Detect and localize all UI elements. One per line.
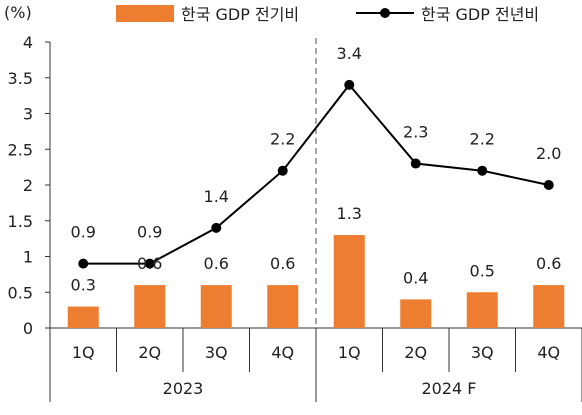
line-value-label: 3.4	[337, 44, 362, 63]
line-point	[277, 165, 288, 176]
y-tick-label: 1	[23, 248, 33, 267]
x-tick-label: 2Q	[138, 343, 161, 362]
y-tick-label: 4	[23, 33, 33, 52]
y-tick-label: 3.5	[8, 69, 33, 88]
y-unit-label: (%)	[4, 3, 32, 22]
bar	[466, 292, 498, 328]
axes: 0 0.5 1 1.5 2 2.5 3 3.5 4 1Q 2Q 3Q 4Q 1Q 2Q 3Q 4Q 2023 202…	[8, 33, 582, 402]
legend: 한국 GDP 전기비 한국 GDP 전년비	[116, 5, 539, 24]
x-group-label: 2023	[163, 379, 204, 398]
bar	[134, 285, 166, 328]
bar-value-label: 0.5	[470, 261, 495, 280]
legend-bar-swatch	[116, 5, 174, 22]
line-point	[144, 258, 155, 269]
data-labels: 0.3 0.6 0.6 0.6 1.3 0.4 0.5 0.6 0.9 0.9 1.4 2.2 3.4 2…	[71, 44, 562, 295]
bar	[67, 306, 99, 328]
line-point	[344, 79, 355, 90]
legend-line-marker	[380, 8, 390, 18]
x-tick-label: 1Q	[338, 343, 361, 362]
bar-series	[67, 235, 565, 328]
line-value-label: 0.9	[137, 223, 162, 242]
bar	[200, 285, 232, 328]
legend-bar-label: 한국 GDP 전기비	[181, 5, 299, 24]
x-tick-label: 1Q	[72, 343, 95, 362]
y-tick-label: 2.5	[8, 140, 33, 159]
line-point	[543, 180, 554, 190]
line-point	[410, 158, 421, 169]
line-point	[78, 258, 89, 269]
bar-value-label: 0.3	[71, 276, 96, 295]
line-value-label: 0.9	[71, 223, 96, 242]
line-point	[211, 222, 222, 233]
line-value-label: 2.3	[403, 123, 428, 142]
bar-value-label: 0.6	[204, 254, 229, 273]
y-tick-label: 0	[23, 319, 33, 338]
line-value-label: 2.2	[270, 130, 295, 149]
bar-value-label: 0.6	[536, 254, 561, 273]
line-value-label: 1.4	[204, 187, 229, 206]
bar-value-label: 0.6	[137, 254, 162, 273]
x-tick-label: 4Q	[271, 343, 294, 362]
y-tick-label: 1.5	[8, 212, 33, 231]
bar-value-label: 1.3	[337, 204, 362, 223]
line-point	[477, 165, 488, 176]
bar-value-label: 0.4	[403, 268, 428, 287]
line-series	[78, 79, 554, 269]
x-group-label: 2024 F	[421, 379, 476, 398]
bar	[333, 235, 365, 328]
line-path	[83, 83, 549, 265]
legend-line-label: 한국 GDP 전년비	[421, 5, 539, 24]
bar-value-label: 0.6	[270, 254, 295, 273]
y-tick-label: 3	[23, 105, 33, 124]
x-tick-label: 4Q	[537, 343, 560, 362]
x-tick-label: 3Q	[471, 343, 494, 362]
y-tick-label: 0.5	[8, 283, 33, 302]
x-tick-label: 3Q	[205, 343, 228, 362]
y-tick-label: 2	[23, 176, 33, 195]
bar	[400, 299, 432, 328]
x-tick-label: 2Q	[404, 343, 427, 362]
bar	[267, 285, 299, 328]
bar	[533, 285, 565, 328]
line-value-label: 2.2	[470, 130, 495, 149]
line-value-label: 2.0	[536, 144, 561, 163]
